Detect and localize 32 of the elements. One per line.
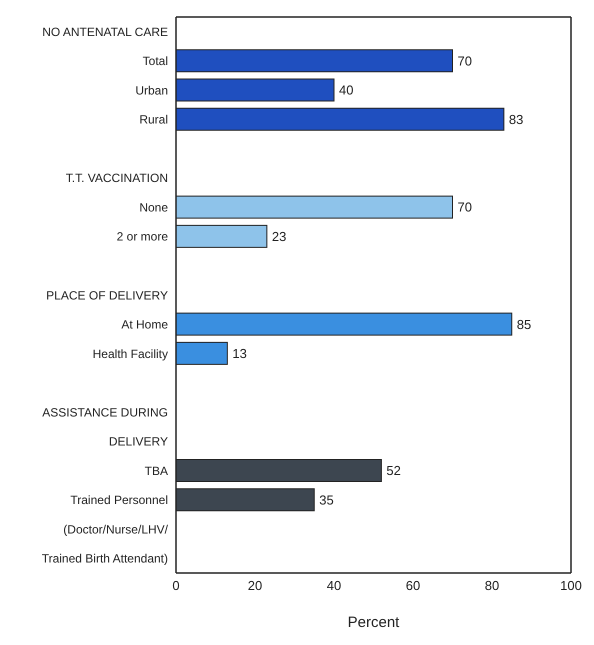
- y-tick-label: PLACE OF DELIVERY: [46, 288, 168, 302]
- y-tick-label: Rural: [139, 112, 168, 127]
- data-label: 70: [458, 200, 472, 215]
- y-tick-label: DELIVERY: [108, 434, 168, 449]
- x-axis-title: Percent: [348, 614, 400, 631]
- y-tick-label: NO ANTENATAL CARE: [42, 24, 168, 39]
- x-tick-label: 20: [248, 578, 262, 594]
- data-label: 70: [458, 53, 472, 68]
- data-label: 40: [339, 82, 354, 98]
- data-label: 23: [272, 228, 286, 244]
- data-label: 13: [232, 346, 247, 362]
- y-tick-label: Health Facility: [92, 346, 168, 361]
- data-label: 85: [516, 316, 532, 332]
- y-tick-label: (Doctor/Nurse/LHV/: [63, 522, 169, 536]
- x-tick-label: 0: [172, 578, 180, 594]
- y-tick-label: 2 or more: [116, 230, 168, 244]
- y-tick-label: T.T. VACCINATION: [66, 171, 168, 186]
- x-tick-label: 40: [326, 578, 342, 594]
- x-tick-label: 60: [406, 578, 420, 594]
- x-tick-label: 100: [560, 578, 582, 594]
- y-tick-label: None: [139, 200, 168, 214]
- y-tick-label: ASSISTANCE DURING: [42, 405, 168, 420]
- y-tick-label: Total: [142, 54, 168, 68]
- y-tick-label: At Home: [121, 318, 168, 332]
- y-tick-label: Trained Birth Attendant): [42, 552, 168, 566]
- x-tick-label: 80: [484, 578, 500, 594]
- y-tick-label: Trained Personnel: [70, 493, 168, 508]
- data-label: 52: [386, 463, 401, 478]
- data-label: 83: [508, 112, 524, 127]
- y-tick-label: Urban: [135, 83, 168, 98]
- data-label: 35: [319, 492, 334, 508]
- y-tick-label: TBA: [144, 464, 168, 478]
